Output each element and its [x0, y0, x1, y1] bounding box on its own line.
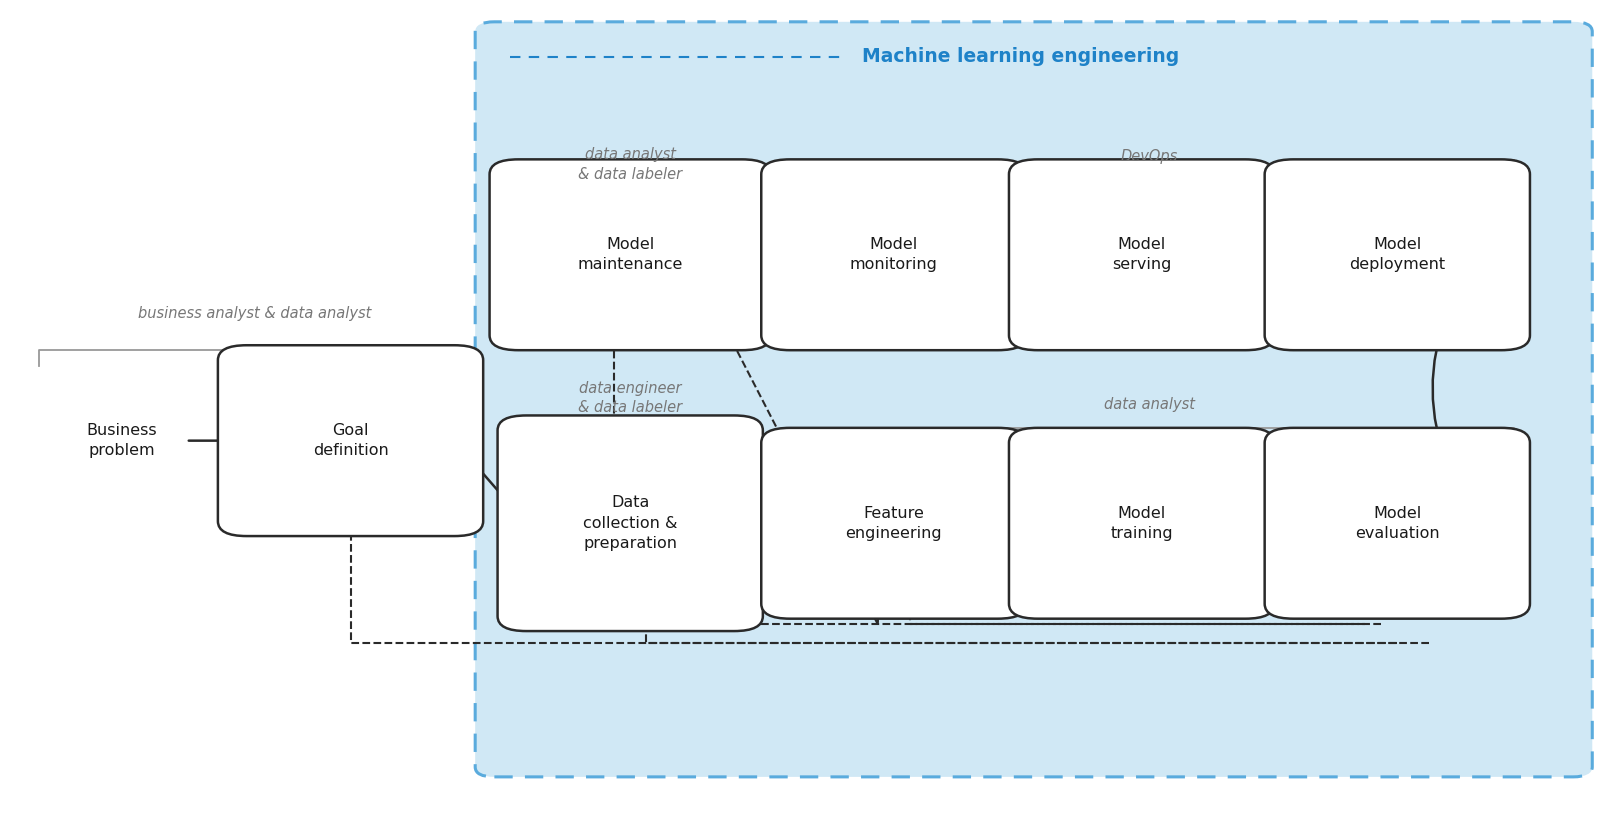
Text: Model
evaluation: Model evaluation: [1356, 506, 1440, 541]
FancyBboxPatch shape: [1009, 428, 1273, 619]
FancyBboxPatch shape: [1009, 160, 1273, 350]
Text: Feature
engineering: Feature engineering: [846, 506, 941, 541]
Text: Model
training: Model training: [1111, 506, 1174, 541]
FancyBboxPatch shape: [1265, 428, 1530, 619]
Text: Model
monitoring: Model monitoring: [850, 237, 938, 272]
Text: data analyst: data analyst: [1104, 396, 1194, 412]
Text: Machine learning engineering: Machine learning engineering: [862, 47, 1180, 66]
FancyBboxPatch shape: [761, 160, 1027, 350]
Text: Goal
definition: Goal definition: [313, 423, 388, 459]
FancyBboxPatch shape: [761, 428, 1027, 619]
FancyBboxPatch shape: [490, 160, 771, 350]
FancyBboxPatch shape: [1265, 160, 1530, 350]
FancyBboxPatch shape: [476, 22, 1593, 777]
Text: Model
maintenance: Model maintenance: [577, 237, 683, 272]
Text: data analyst
& data labeler: data analyst & data labeler: [579, 147, 682, 181]
Text: data engineer
& data labeler: data engineer & data labeler: [579, 381, 682, 415]
Text: Model
serving: Model serving: [1112, 237, 1172, 272]
Text: DevOps: DevOps: [1120, 149, 1178, 164]
FancyBboxPatch shape: [218, 345, 484, 536]
Text: Business
problem: Business problem: [87, 423, 158, 459]
Text: Data
collection &
preparation: Data collection & preparation: [584, 496, 677, 551]
Text: Model
deployment: Model deployment: [1349, 237, 1446, 272]
FancyBboxPatch shape: [498, 416, 762, 631]
Text: business analyst & data analyst: business analyst & data analyst: [139, 306, 371, 321]
